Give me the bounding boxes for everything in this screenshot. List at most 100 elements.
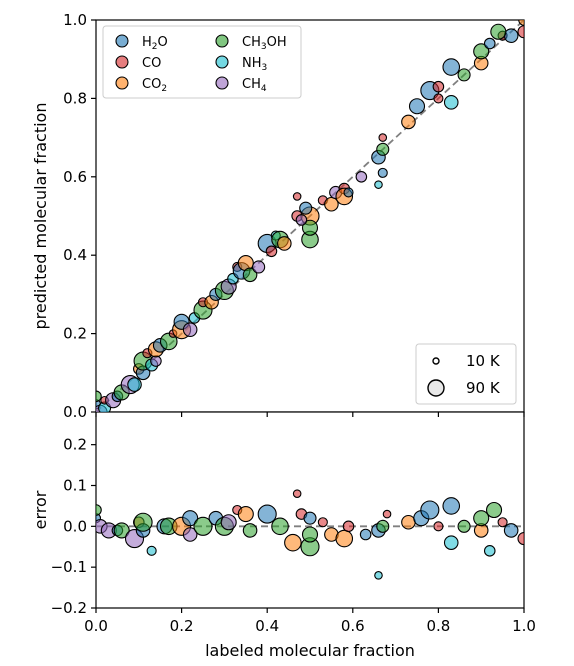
- legend-marker: [215, 55, 229, 69]
- error-point-nh3: [146, 545, 157, 556]
- data-point-nh3: [374, 180, 383, 189]
- data-point-h2o: [377, 167, 388, 178]
- error-point-ch3oh: [193, 516, 213, 536]
- data-point-h2o: [343, 187, 354, 198]
- data-point-co: [433, 93, 444, 104]
- top-y-tick-label: 0.2: [63, 325, 87, 343]
- error-point-ch3oh: [133, 512, 153, 532]
- error-scatter-points: [96, 489, 524, 580]
- error-point-h2o: [359, 528, 372, 541]
- error-point-nh3: [443, 535, 459, 550]
- data-point-co2: [277, 236, 292, 251]
- bottom-y-tick-label: −0.1: [51, 558, 87, 576]
- top-y-tick-label: 0.0: [63, 403, 87, 421]
- data-point-h2o: [299, 201, 313, 215]
- data-point-ch4: [150, 355, 162, 367]
- legend-label: NH3: [242, 56, 267, 73]
- error-point-h2o: [182, 510, 199, 527]
- error-point-co: [497, 517, 508, 528]
- error-point-ch3oh: [485, 501, 503, 519]
- axes: 0.0 0.2 0.4 0.6 0.8 1.0 0.0 0.2 0.4 0.6 0.8 1.0 −0.2…: [51, 11, 536, 635]
- data-point-nh3: [127, 377, 142, 392]
- x-axis-label: labeled molecular fraction: [205, 641, 415, 660]
- error-point-nh3: [374, 571, 383, 580]
- size-legend-marker-large: [427, 379, 445, 397]
- legend-marker: [115, 55, 129, 69]
- error-point-h2o: [303, 511, 317, 525]
- data-point-h2o: [408, 98, 426, 115]
- data-point-h2o: [442, 58, 461, 76]
- legend-label: H2O: [142, 35, 168, 52]
- bottom-y-tick-label: −0.2: [51, 599, 87, 617]
- error-point-ch4: [220, 514, 237, 531]
- legend-label: CO: [142, 56, 161, 71]
- data-point-ch3oh: [376, 142, 390, 156]
- error-point-co2: [237, 506, 254, 523]
- data-point-co: [432, 80, 445, 93]
- error-point-ch3oh: [96, 504, 102, 516]
- x-tick-label: 1.0: [512, 617, 536, 635]
- data-point-co2: [518, 20, 524, 26]
- data-point-co: [517, 25, 524, 39]
- data-point-ch3oh: [242, 267, 258, 283]
- size-legend: 10 K 90 K: [415, 343, 517, 405]
- legend-marker: [215, 34, 229, 48]
- bottom-y-axis-label: error: [31, 490, 50, 529]
- error-point-h2o: [257, 504, 277, 524]
- legend-box: [102, 25, 302, 99]
- top-y-tick-label: 0.6: [63, 168, 87, 186]
- error-point-co: [382, 509, 392, 519]
- size-legend-label-small: 10 K: [466, 352, 501, 370]
- top-y-tick-label: 0.8: [63, 89, 87, 107]
- data-point-ch4: [355, 171, 368, 183]
- data-point-h2o: [503, 28, 519, 43]
- top-scatter-points: [96, 20, 524, 412]
- data-point-ch3oh: [490, 23, 507, 40]
- error-point-nh3: [483, 545, 496, 557]
- bottom-y-tick-label: 0.1: [63, 477, 87, 495]
- data-point-h2o: [483, 37, 496, 50]
- data-point-ch3oh: [301, 219, 319, 236]
- error-point-ch4: [182, 527, 198, 542]
- x-tick-label: 0.6: [341, 617, 365, 635]
- x-tick-label: 0.0: [84, 617, 108, 635]
- bottom-y-tick-label: 0.0: [63, 517, 87, 535]
- error-point-h2o: [503, 523, 519, 538]
- error-point-ch3oh: [473, 510, 490, 527]
- data-point-ch4: [252, 260, 266, 274]
- error-point-h2o: [420, 500, 440, 520]
- error-point-ch3oh: [242, 523, 258, 538]
- legend-label: CO2: [142, 77, 167, 94]
- error-point-co2: [284, 533, 302, 552]
- data-point-ch3oh: [457, 68, 471, 82]
- x-tick-label: 0.8: [426, 617, 450, 635]
- error-point-ch3oh: [271, 517, 289, 536]
- x-tick-label: 0.4: [255, 617, 279, 635]
- top-y-axis-label: predicted molecular fraction: [31, 103, 50, 330]
- top-y-tick-label: 1.0: [63, 11, 87, 29]
- top-y-tick-label: 0.4: [63, 246, 87, 264]
- error-point-co2: [335, 529, 354, 548]
- legend-marker: [215, 76, 229, 90]
- error-point-co: [292, 489, 302, 498]
- error-point-ch3oh: [376, 519, 390, 533]
- data-point-co: [265, 245, 278, 258]
- error-point-co: [317, 517, 328, 528]
- data-point-ch4: [295, 214, 308, 226]
- data-point-ch3oh: [473, 43, 490, 60]
- species-legend: H2O CO CO2 CH3OH NH3 CH4: [102, 25, 302, 99]
- bottom-panel-frame: [95, 411, 525, 609]
- data-point-co: [378, 133, 388, 142]
- size-legend-label-large: 90 K: [466, 379, 501, 397]
- error-point-co: [342, 520, 355, 533]
- size-legend-marker-small: [432, 357, 440, 365]
- x-tick-label: 0.2: [170, 617, 194, 635]
- error-point-co: [517, 532, 524, 546]
- error-point-co2: [401, 514, 416, 530]
- legend-marker: [115, 76, 129, 90]
- data-point-co2: [401, 114, 416, 130]
- data-point-ch3oh: [96, 390, 102, 403]
- error-point-ch3oh: [301, 526, 319, 543]
- data-point-co2: [324, 196, 339, 212]
